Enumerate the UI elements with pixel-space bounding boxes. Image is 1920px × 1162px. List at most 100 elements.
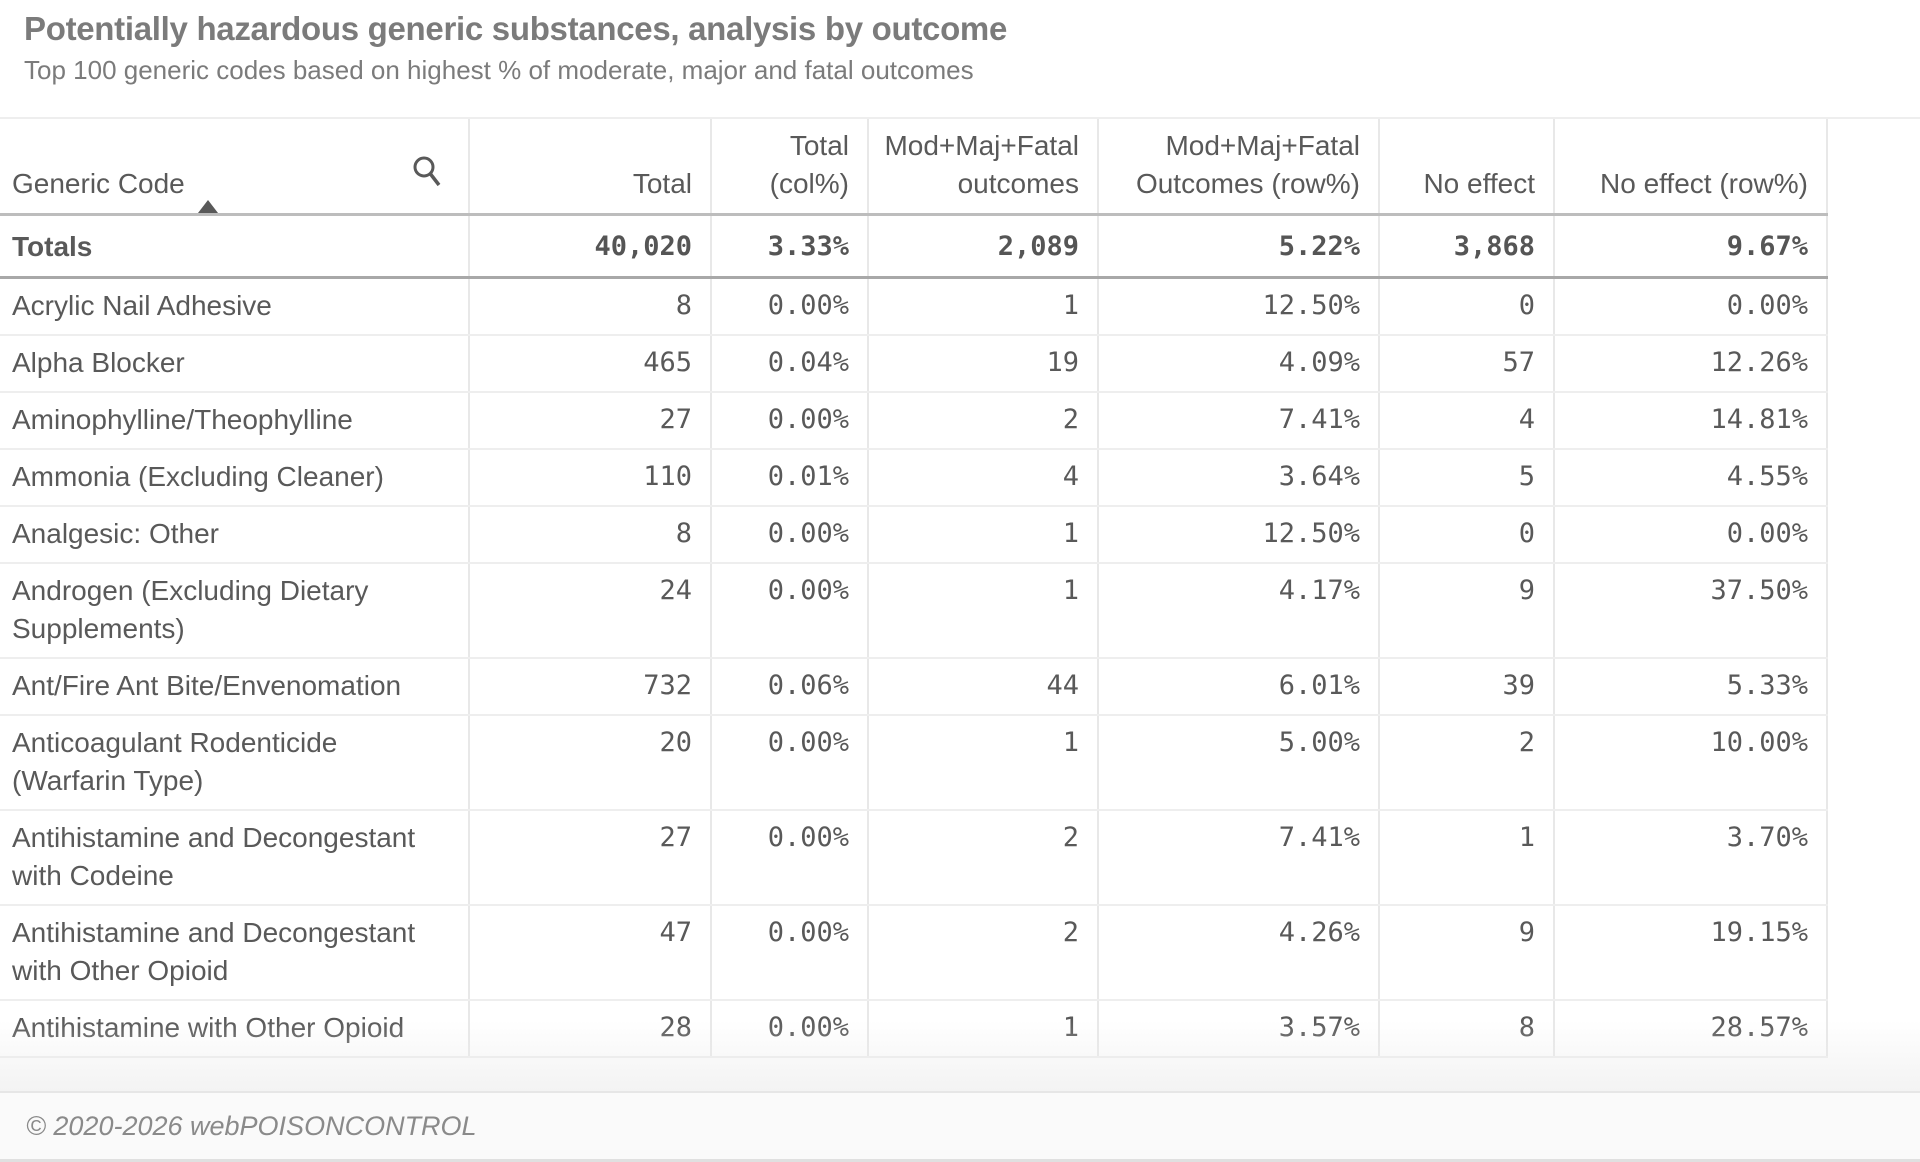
value-cell: 20 [469,715,712,811]
value-cell: 2 [1379,715,1555,811]
value-cell: 12.50% [1098,506,1380,564]
value-cell: 6.01% [1098,658,1380,716]
table-row[interactable]: Ammonia (Excluding Cleaner) 110 0.01% 4 3.64… [0,449,1828,507]
value-cell: 0.00% [711,905,869,1001]
value-cell: 4.09% [1098,335,1380,393]
totals-cell: 3.33% [711,214,869,279]
value-cell: 0.00% [711,715,869,811]
table-row[interactable]: Alpha Blocker 465 0.04% 19 4.09% 57 12.26% [0,335,1828,393]
column-header-total[interactable]: Total [469,119,712,216]
value-cell: 19.15% [1554,905,1828,1001]
value-cell: 3.57% [1098,1000,1380,1058]
value-cell: 1 [868,506,1099,564]
value-cell: 44 [868,658,1099,716]
value-cell: 0.00% [711,810,869,906]
value-cell: 0.00% [711,1000,869,1058]
header-row: Generic Code Total Total (col%) Mod+Maj+… [0,119,1828,216]
value-cell: 24 [469,563,712,659]
value-cell: 12.50% [1098,277,1380,336]
value-cell: 39 [1379,658,1555,716]
generic-code-cell[interactable]: Ammonia (Excluding Cleaner) [0,449,470,507]
value-cell: 732 [469,658,712,716]
table-row[interactable]: Analgesic: Other 8 0.00% 1 12.50% 0 0.00% [0,506,1828,564]
generic-code-cell[interactable]: Antihistamine with Other Opioid [0,1000,470,1058]
totals-cell: 2,089 [868,214,1099,279]
value-cell: 0.01% [711,449,869,507]
column-label: Generic Code [12,168,185,199]
value-cell: 10.00% [1554,715,1828,811]
value-cell: 0.00% [711,392,869,450]
value-cell: 28 [469,1000,712,1058]
value-cell: 8 [1379,1000,1555,1058]
column-header-mod-maj-fatal-row-pct[interactable]: Mod+Maj+Fatal Outcomes (row%) [1098,119,1380,216]
value-cell: 0 [1379,506,1555,564]
column-header-total-col-pct[interactable]: Total (col%) [711,119,869,216]
value-cell: 27 [469,392,712,450]
value-cell: 9 [1379,905,1555,1001]
value-cell: 37.50% [1554,563,1828,659]
table-row[interactable]: Antihistamine and Decongestant with Othe… [0,905,1828,1001]
value-cell: 0.00% [1554,277,1828,336]
table-row[interactable]: Aminophylline/Theophylline 27 0.00% 2 7.41% 4… [0,392,1828,450]
generic-code-cell[interactable]: Ant/Fire Ant Bite/Envenomation [0,658,470,716]
generic-code-cell[interactable]: Alpha Blocker [0,335,470,393]
value-cell: 7.41% [1098,392,1380,450]
value-cell: 1 [868,715,1099,811]
generic-code-cell[interactable]: Analgesic: Other [0,506,470,564]
value-cell: 110 [469,449,712,507]
data-table: Generic Code Total Total (col%) Mod+Maj+… [0,119,1828,1058]
value-cell: 9 [1379,563,1555,659]
value-cell: 0.04% [711,335,869,393]
table-row[interactable]: Anticoagulant Rodenticide (Warfarin Type… [0,715,1828,811]
column-header-no-effect-row-pct[interactable]: No effect (row%) [1554,119,1828,216]
totals-cell: 40,020 [469,214,712,279]
value-cell: 1 [868,1000,1099,1058]
generic-code-cell[interactable]: Aminophylline/Theophylline [0,392,470,450]
data-table-container: Generic Code Total Total (col%) Mod+Maj+… [0,117,1920,1091]
value-cell: 5.00% [1098,715,1380,811]
value-cell: 12.26% [1554,335,1828,393]
value-cell: 5.33% [1554,658,1828,716]
totals-cell: 5.22% [1098,214,1380,279]
copyright-text: © 2020-2026 webPOISONCONTROL [26,1111,477,1141]
value-cell: 8 [469,506,712,564]
page-title: Potentially hazardous generic substances… [24,10,1008,47]
value-cell: 28.57% [1554,1000,1828,1058]
generic-code-cell[interactable]: Anticoagulant Rodenticide (Warfarin Type… [0,715,470,811]
column-header-mod-maj-fatal[interactable]: Mod+Maj+Fatal outcomes [868,119,1099,216]
value-cell: 8 [469,277,712,336]
value-cell: 1 [868,277,1099,336]
value-cell: 4.17% [1098,563,1380,659]
value-cell: 2 [868,905,1099,1001]
value-cell: 4.55% [1554,449,1828,507]
value-cell: 14.81% [1554,392,1828,450]
generic-code-cell[interactable]: Antihistamine and Decongestant with Othe… [0,905,470,1001]
table-row[interactable]: Acrylic Nail Adhesive 8 0.00% 1 12.50% 0 0.00% [0,277,1828,336]
value-cell: 0.06% [711,658,869,716]
value-cell: 465 [469,335,712,393]
value-cell: 27 [469,810,712,906]
generic-code-cell[interactable]: Androgen (Excluding Dietary Supplements) [0,563,470,659]
totals-label: Totals [0,214,470,279]
table-row[interactable]: Antihistamine and Decongestant with Code… [0,810,1828,906]
generic-code-cell[interactable]: Antihistamine and Decongestant with Code… [0,810,470,906]
value-cell: 0.00% [711,277,869,336]
table-row[interactable]: Antihistamine with Other Opioid 28 0.00% 1 3… [0,1000,1828,1058]
table-row[interactable]: Androgen (Excluding Dietary Supplements)… [0,563,1828,659]
value-cell: 5 [1379,449,1555,507]
sort-ascending-icon[interactable] [198,200,218,213]
value-cell: 0.00% [1554,506,1828,564]
column-header-no-effect[interactable]: No effect [1379,119,1555,216]
generic-code-cell[interactable]: Acrylic Nail Adhesive [0,277,470,336]
totals-cell: 9.67% [1554,214,1828,279]
column-header-generic-code[interactable]: Generic Code [0,119,470,216]
value-cell: 47 [469,905,712,1001]
table-row[interactable]: Ant/Fire Ant Bite/Envenomation 732 0.06% 44… [0,658,1828,716]
value-cell: 2 [868,392,1099,450]
value-cell: 1 [1379,810,1555,906]
value-cell: 4.26% [1098,905,1380,1001]
value-cell: 7.41% [1098,810,1380,906]
totals-row: Totals 40,020 3.33% 2,089 5.22% 3,868 9.… [0,214,1828,279]
search-icon[interactable] [412,155,442,189]
value-cell: 3.70% [1554,810,1828,906]
